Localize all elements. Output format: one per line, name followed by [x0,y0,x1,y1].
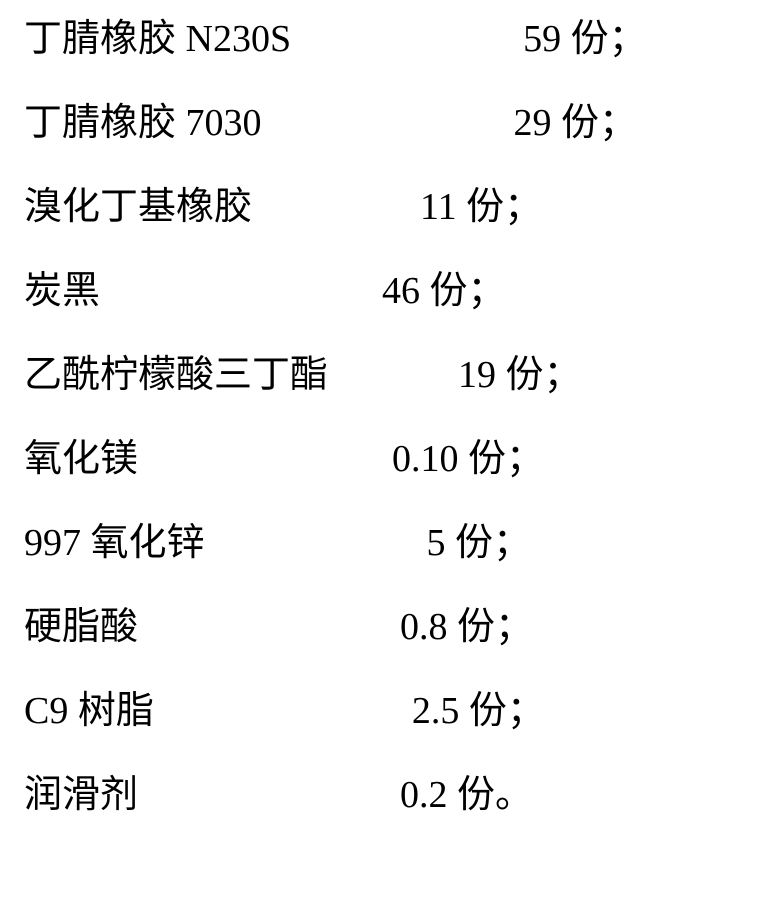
ingredient-row: 丁腈橡胶 7030 29 份； [24,104,759,142]
ingredient-name: 丁腈橡胶 N230S [24,20,291,58]
ingredient-row: C9 树脂 2.5 份； [24,692,759,730]
ingredient-amount: 59 份； [523,20,647,58]
ingredient-name: 997 氧化锌 [24,524,205,562]
ingredient-amount: 0.2 份。 [400,776,533,814]
ingredient-name: 乙酰柠檬酸三丁酯 [24,356,328,394]
ingredient-amount: 46 份； [382,272,506,310]
ingredient-amount: 0.10 份； [392,440,544,478]
ingredient-row: 硬脂酸 0.8 份； [24,608,759,646]
ingredient-row: 丁腈橡胶 N230S 59 份； [24,20,759,58]
ingredient-amount: 19 份； [458,356,582,394]
ingredient-name: 润滑剂 [24,776,138,814]
ingredient-list: 丁腈橡胶 N230S 59 份； 丁腈橡胶 7030 29 份； 溴化丁基橡胶 11 份；… [24,20,759,814]
ingredient-row: 炭黑 46 份； [24,272,759,310]
ingredient-name: 炭黑 [24,272,100,310]
ingredient-name: 氧化镁 [24,440,138,478]
ingredient-amount: 0.8 份； [400,608,533,646]
ingredient-amount: 2.5 份； [412,692,545,730]
ingredient-name: 硬脂酸 [24,608,138,646]
ingredient-row: 润滑剂 0.2 份。 [24,776,759,814]
ingredient-name: C9 树脂 [24,692,154,730]
ingredient-amount: 29 份； [514,104,638,142]
ingredient-row: 乙酰柠檬酸三丁酯 19 份； [24,356,759,394]
ingredient-amount: 5 份； [427,524,532,562]
ingredient-row: 溴化丁基橡胶 11 份； [24,188,759,226]
ingredient-name: 溴化丁基橡胶 [24,188,252,226]
ingredient-row: 氧化镁 0.10 份； [24,440,759,478]
ingredient-row: 997 氧化锌 5 份； [24,524,759,562]
ingredient-name: 丁腈橡胶 7030 [24,104,262,142]
ingredient-amount: 11 份； [420,188,542,226]
